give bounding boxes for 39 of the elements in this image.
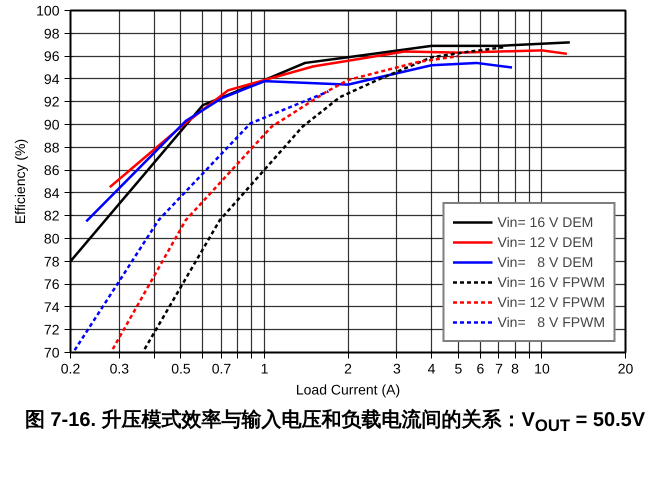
x-tick-label: 1: [260, 360, 269, 376]
x-tick-label: 0.3: [110, 360, 130, 376]
x-tick-label: 3: [392, 360, 401, 376]
y-tick-label: 100: [36, 2, 60, 18]
x-tick-label: 10: [534, 360, 550, 376]
y-axis-title: Efficiency (%): [12, 138, 28, 224]
legend-label: Vin= 16 V DEM: [497, 214, 594, 230]
x-tick-label: 8: [511, 360, 520, 376]
x-tick-label: 20: [618, 360, 634, 376]
x-tick-label: 7: [495, 360, 504, 376]
y-tick-label: 86: [44, 162, 60, 178]
y-tick-label: 94: [44, 70, 60, 87]
x-axis-title: Load Current (A): [296, 382, 400, 398]
y-tick-label: 70: [44, 344, 60, 360]
x-tick-label: 0.2: [60, 360, 80, 376]
y-tick-label: 80: [44, 230, 60, 246]
text: 图 7-16. 升压模式效率与输入电压和负载电流间的关系：V$_{OUT}$ = 50.5V: [24, 408, 646, 437]
x-tick-label: 6: [476, 360, 485, 376]
y-tick-label: 78: [44, 253, 60, 270]
legend-label: Vin= 12 V FPWM: [497, 294, 605, 310]
y-tick-label: 88: [44, 139, 60, 156]
y-tick-label: 98: [44, 25, 60, 42]
legend-label: Vin= 8 V DEM: [497, 254, 594, 270]
legend-label: Vin= 16 V FPWM: [497, 274, 605, 290]
legend-label: Vin= 12 V DEM: [497, 234, 594, 250]
x-tick-label: 2: [344, 360, 352, 376]
x-tick-label: 0.7: [212, 360, 232, 376]
x-tick-label: 0.5: [171, 360, 191, 376]
y-tick-label: 96: [44, 48, 60, 64]
y-tick-label: 82: [44, 208, 60, 224]
legend-label: Vin= 8 V FPWM: [497, 314, 605, 330]
y-tick-label: 90: [44, 116, 60, 132]
y-tick-label: 76: [44, 276, 60, 292]
y-tick-label: 72: [44, 322, 60, 338]
y-tick-label: 74: [44, 298, 60, 315]
x-tick-label: 4: [428, 360, 436, 376]
x-tick-label: 5: [454, 360, 463, 376]
y-tick-label: 84: [44, 184, 60, 201]
y-tick-label: 92: [44, 94, 60, 110]
